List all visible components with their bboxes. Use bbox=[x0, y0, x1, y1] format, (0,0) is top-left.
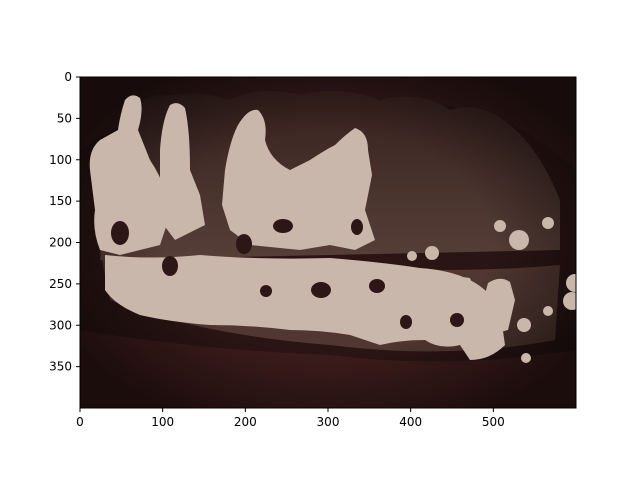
y-tick-label: 200 bbox=[49, 236, 72, 250]
x-tick-label: 300 bbox=[317, 415, 340, 429]
y-tick-label: 150 bbox=[49, 194, 72, 208]
y-tick-label: 350 bbox=[49, 360, 72, 374]
x-tick-label: 500 bbox=[482, 415, 505, 429]
x-tick-label: 100 bbox=[151, 415, 174, 429]
y-tick-label: 100 bbox=[49, 153, 72, 167]
tooth-mask bbox=[89, 95, 576, 363]
x-tick-label: 200 bbox=[234, 415, 257, 429]
y-tick-label: 50 bbox=[57, 111, 72, 125]
y-tick-label: 300 bbox=[49, 318, 72, 332]
x-tick-label: 0 bbox=[76, 415, 84, 429]
y-tick-label: 250 bbox=[49, 277, 72, 291]
x-tick-label: 400 bbox=[399, 415, 422, 429]
x-axis: 0 100 200 300 400 500 bbox=[76, 408, 505, 429]
y-tick-label: 0 bbox=[64, 70, 72, 84]
y-axis: 0 50 100 150 200 250 300 350 bbox=[49, 70, 80, 374]
mask-gaps bbox=[111, 219, 464, 329]
teeth-photo bbox=[80, 77, 576, 408]
